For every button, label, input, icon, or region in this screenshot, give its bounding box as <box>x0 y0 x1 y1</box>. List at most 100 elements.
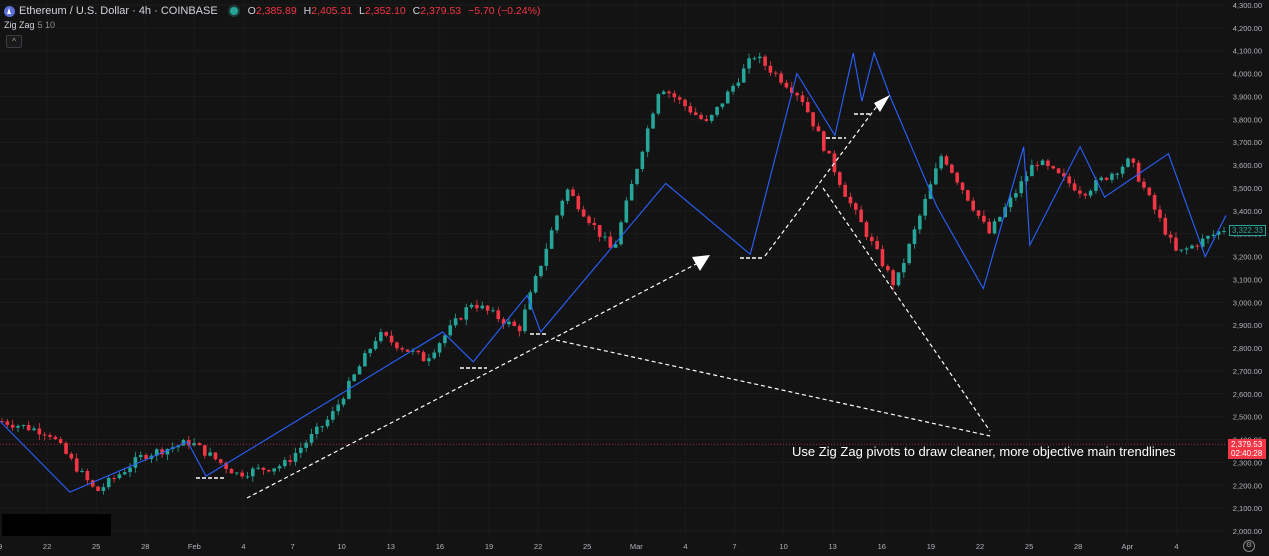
candle-body <box>368 348 373 354</box>
candle-body <box>896 272 901 286</box>
candle-body <box>624 200 629 223</box>
indicator-legend[interactable]: Zig Zag 5 10 <box>4 20 55 30</box>
candle-body <box>907 243 911 264</box>
candle-body <box>661 91 666 95</box>
candle-body <box>283 460 287 467</box>
candle-body <box>1222 231 1226 233</box>
candle-body <box>347 380 351 399</box>
candle-body <box>395 342 399 349</box>
candle-body <box>966 190 970 201</box>
candle-body <box>331 411 335 420</box>
x-tick-label: 28 <box>141 542 149 551</box>
candle-body <box>384 332 389 336</box>
x-tick-label: Apr <box>1121 542 1133 551</box>
candle-body <box>1179 249 1184 251</box>
candle-body <box>480 305 485 309</box>
candle-body <box>848 196 853 204</box>
x-tick-label: 25 <box>1025 542 1033 551</box>
candle-body <box>1099 177 1104 181</box>
candle-body <box>757 56 762 59</box>
candle-body <box>208 452 212 456</box>
trendline <box>555 339 991 437</box>
candle-body <box>117 474 122 479</box>
candle-body <box>277 466 282 469</box>
candle-body <box>725 91 730 104</box>
candle-body <box>491 310 495 312</box>
x-tick-label: 19 <box>485 542 493 551</box>
candle-body <box>1174 237 1178 251</box>
x-tick-label: 28 <box>1074 542 1082 551</box>
candle-body <box>234 472 239 474</box>
redacted-box <box>2 514 111 536</box>
candle-body <box>864 222 869 237</box>
candle-body <box>229 468 234 474</box>
candle-body <box>880 248 885 267</box>
candle-body <box>48 435 52 437</box>
y-tick-label: 3,800.00 <box>1233 115 1262 124</box>
candle-body <box>1190 245 1194 249</box>
candle-body <box>1152 195 1157 210</box>
candle-body <box>1142 181 1146 188</box>
candle-body <box>1163 217 1168 235</box>
candle-body <box>1083 193 1088 196</box>
candle-body <box>160 449 164 455</box>
candle-body <box>1184 248 1189 250</box>
candle-body <box>213 452 218 460</box>
candle-body <box>1035 165 1040 167</box>
x-tick-label: 19 <box>927 542 935 551</box>
candle-body <box>741 68 746 83</box>
candle-body <box>32 428 36 431</box>
time-axis: 19 22 25 28 Feb 4 7 10 13 16 19 22 25 Mar 4 7 10 13 16 19 22… <box>0 542 1178 551</box>
candle-body <box>544 248 549 266</box>
candle-body <box>853 203 858 210</box>
candle-body <box>731 85 735 92</box>
candle-body <box>1046 160 1050 167</box>
y-tick-label: 3,500.00 <box>1233 184 1262 193</box>
candle-body <box>293 452 298 462</box>
candle-body <box>656 94 661 114</box>
y-tick-label: 3,200.00 <box>1233 253 1262 262</box>
candle-body <box>357 366 362 375</box>
candle-body <box>341 398 346 405</box>
candle-body <box>496 310 501 320</box>
candle-body <box>74 458 79 472</box>
candle-body <box>912 229 917 244</box>
x-tick-label: Mar <box>630 542 643 551</box>
candle-body <box>443 335 447 344</box>
gear-icon[interactable]: ⚙ <box>1243 540 1255 552</box>
chevron-up-icon[interactable]: ^ <box>6 35 22 48</box>
candle-body <box>560 200 565 216</box>
symbol-title[interactable]: Ethereum / U.S. Dollar · 4h · COINBASE <box>19 5 218 17</box>
x-tick-label: 4 <box>683 542 687 551</box>
candle-body <box>138 455 143 458</box>
candle-body <box>10 424 15 428</box>
x-tick-label: 19 <box>0 542 2 551</box>
candle-body <box>101 487 106 491</box>
candle-body <box>592 223 597 225</box>
candle-body <box>512 321 517 326</box>
candle-body <box>1078 190 1082 194</box>
arrowhead <box>874 95 890 112</box>
candle-body <box>523 309 527 332</box>
candle-body <box>629 183 634 201</box>
trendline <box>822 187 991 432</box>
candle-body <box>144 455 148 459</box>
candle-body <box>501 319 506 325</box>
trendline <box>764 101 881 257</box>
candle-body <box>1168 234 1173 238</box>
candle-body <box>21 424 26 426</box>
candle-body <box>795 92 799 96</box>
candle-body <box>517 325 522 332</box>
candle-body <box>955 172 959 183</box>
y-tick-label: 3,900.00 <box>1233 92 1262 101</box>
candle-body <box>859 209 863 223</box>
candle-body <box>976 210 981 216</box>
candle-body <box>827 150 831 154</box>
candle-body <box>336 404 340 412</box>
candle-body <box>5 421 10 425</box>
candle-body <box>832 153 837 173</box>
candle-body <box>805 102 810 113</box>
candle-body <box>677 97 682 100</box>
chart-grid <box>0 0 1225 538</box>
